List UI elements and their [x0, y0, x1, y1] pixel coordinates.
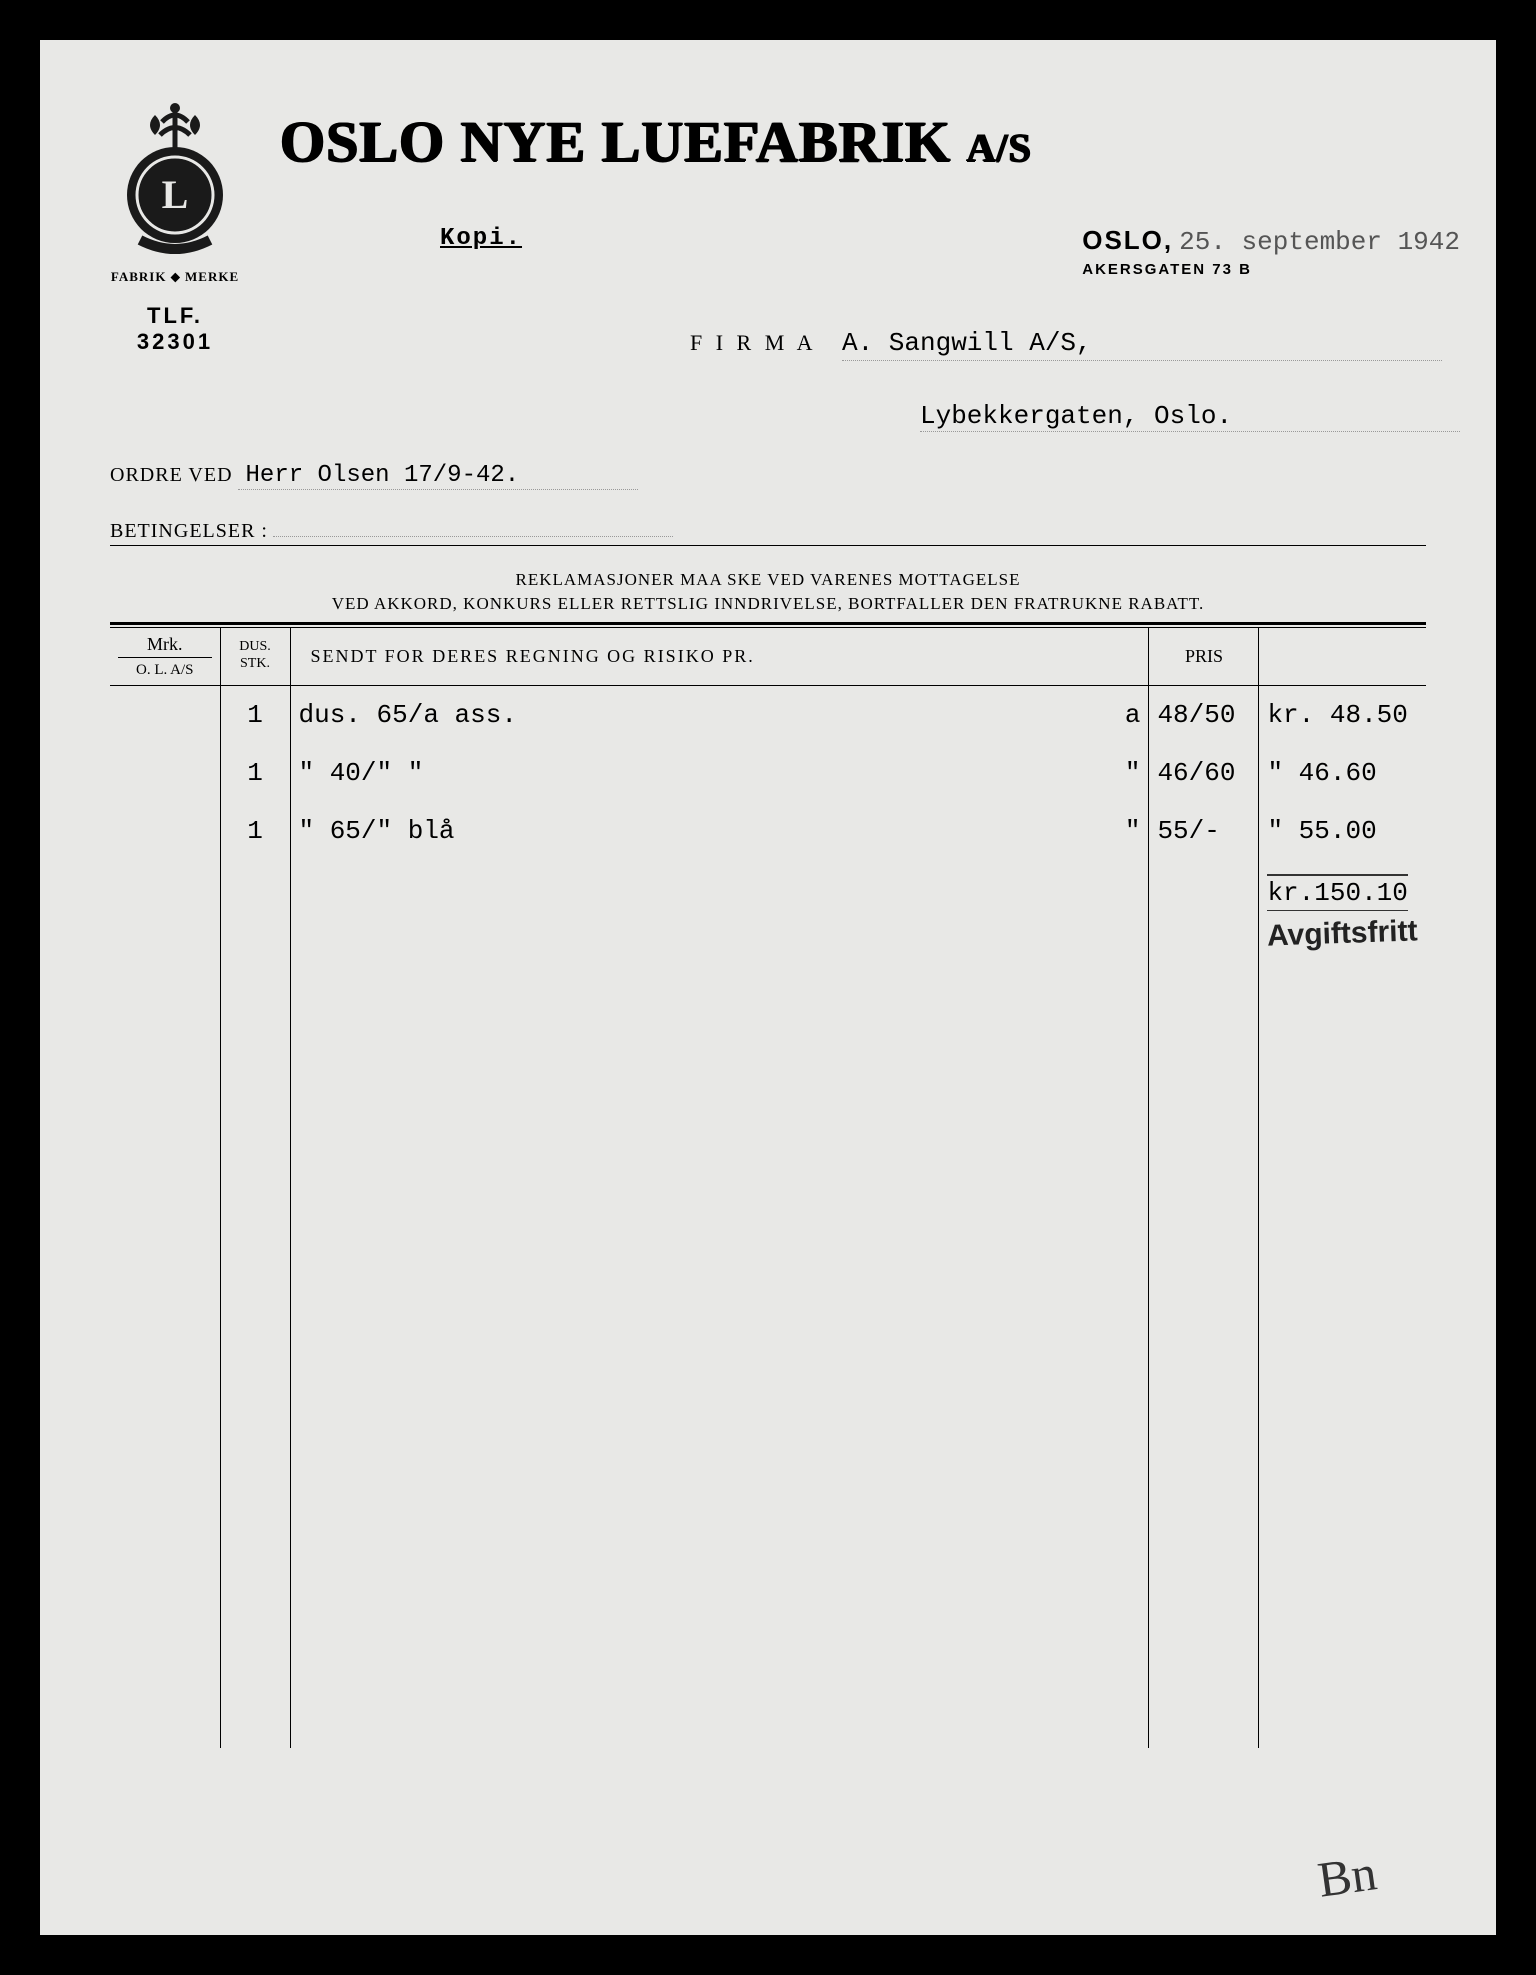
cell-desc: " 40/" " " — [290, 744, 1149, 802]
cell-amt: kr. 48.50 — [1259, 685, 1426, 744]
table-row: 1 " 40/" " " 46/60 " 46.60 — [110, 744, 1426, 802]
cell-mrk — [110, 685, 220, 744]
desc-text: " 65/" blå — [299, 816, 455, 846]
cell-pris — [1149, 965, 1259, 1748]
cell-qty: 1 — [220, 802, 290, 860]
order-row: ORDRE VED Herr Olsen 17/9-42. — [110, 462, 1426, 490]
fabrik-merke-label: FABRIK ⬥ MERKE — [110, 269, 240, 285]
address-value: Lybekkergaten, Oslo. — [920, 401, 1460, 432]
firma-value: A. Sangwill A/S, — [842, 328, 1442, 361]
header-amt — [1259, 628, 1426, 686]
total-row: kr.150.10 Avgiftsfritt — [110, 860, 1426, 965]
kopi-label: Kopi. — [440, 225, 522, 278]
cell-qty: 1 — [220, 685, 290, 744]
stk-text: STK. — [240, 656, 270, 671]
letterhead: L FABRIK ⬥ MERKE TLF. 32301 OSLO NYE LUE… — [110, 100, 1426, 432]
company-name: OSLO NYE LUEFABRIK — [280, 109, 951, 174]
cell-amt: " 55.00 — [1259, 802, 1426, 860]
cell-pris — [1149, 860, 1259, 965]
terms-label: BETINGELSER : — [110, 520, 268, 542]
date-block: OSLO, 25. september 1942 AKERSGATEN 73 B — [1082, 225, 1460, 278]
cell-pris: 46/60 — [1149, 744, 1259, 802]
cell-desc: " 65/" blå " — [290, 802, 1149, 860]
company-title: OSLO NYE LUEFABRIK A/S — [280, 108, 1460, 175]
logo-block: L FABRIK ⬥ MERKE TLF. 32301 — [110, 100, 240, 355]
cell-desc — [290, 860, 1149, 965]
tax-stamp: Avgiftsfritt — [1267, 914, 1419, 953]
order-label: ORDRE VED — [110, 464, 233, 486]
cell-desc — [290, 965, 1149, 1748]
notice-block: REKLAMASJONER MAA SKE VED VARENES MOTTAG… — [110, 568, 1426, 616]
cell-qty: 1 — [220, 744, 290, 802]
sub-header: Kopi. OSLO, 25. september 1942 AKERSGATE… — [280, 225, 1460, 278]
terms-row: BETINGELSER : — [110, 520, 1426, 543]
unit-text: a — [1125, 700, 1141, 730]
cell-total: kr.150.10 Avgiftsfritt — [1259, 860, 1426, 965]
city-label: OSLO, — [1082, 225, 1173, 255]
mrk-text: Mrk. — [147, 634, 183, 654]
header-desc: SENDT FOR DERES REGNING OG RISIKO PR. — [290, 628, 1149, 686]
date-text: 25. september 1942 — [1179, 227, 1460, 257]
order-value: Herr Olsen 17/9-42. — [238, 462, 638, 490]
header-dus: DUS. STK. — [220, 628, 290, 686]
mrk-sub-text: O. L. A/S — [118, 657, 212, 679]
street-label: AKERSGATEN 73 B — [1082, 261, 1460, 278]
unit-text: " — [1125, 758, 1141, 788]
filler-row — [110, 965, 1426, 1748]
cell-mrk — [110, 860, 220, 965]
cell-mrk — [110, 802, 220, 860]
telephone-label: TLF. 32301 — [110, 303, 240, 355]
firma-row: F I R M A A. Sangwill A/S, — [690, 328, 1460, 361]
invoice-body: Mrk. O. L. A/S DUS. STK. SENDT FOR DERES… — [110, 628, 1426, 1748]
divider-thick — [110, 622, 1426, 625]
invoice-table: Mrk. O. L. A/S DUS. STK. SENDT FOR DERES… — [110, 628, 1426, 1748]
caduceus-seal-icon: L — [110, 100, 240, 260]
terms-value — [273, 536, 673, 537]
notice-line1: REKLAMASJONER MAA SKE VED VARENES MOTTAG… — [110, 568, 1426, 592]
table-header-row: Mrk. O. L. A/S DUS. STK. SENDT FOR DERES… — [110, 628, 1426, 686]
cell-mrk — [110, 965, 220, 1748]
invoice-page: L FABRIK ⬥ MERKE TLF. 32301 OSLO NYE LUE… — [40, 40, 1496, 1935]
cell-dus — [220, 860, 290, 965]
cell-pris: 55/- — [1149, 802, 1259, 860]
desc-text: " 40/" " — [299, 758, 424, 788]
cell-dus — [220, 965, 290, 1748]
cell-mrk — [110, 744, 220, 802]
divider — [110, 545, 1426, 546]
table-row: 1 " 65/" blå " 55/- " 55.00 — [110, 802, 1426, 860]
notice-line2: VED AKKORD, KONKURS ELLER RETTSLIG INNDR… — [110, 592, 1426, 616]
header-mrk: Mrk. O. L. A/S — [110, 628, 220, 686]
total-amount: kr.150.10 — [1267, 874, 1407, 911]
table-row: 1 dus. 65/a ass. a 48/50 kr. 48.50 — [110, 685, 1426, 744]
cell-desc: dus. 65/a ass. a — [290, 685, 1149, 744]
header-pris: PRIS — [1149, 628, 1259, 686]
unit-text: " — [1125, 816, 1141, 846]
signature: Bn — [1314, 1843, 1380, 1909]
cell-amt — [1259, 965, 1426, 1748]
svg-text:L: L — [162, 172, 189, 217]
desc-text: dus. 65/a ass. — [299, 700, 517, 730]
company-suffix: A/S — [967, 125, 1032, 170]
dus-text: DUS. — [239, 639, 271, 654]
title-block: OSLO NYE LUEFABRIK A/S Kopi. OSLO, 25. s… — [280, 100, 1460, 432]
cell-amt: " 46.60 — [1259, 744, 1426, 802]
cell-pris: 48/50 — [1149, 685, 1259, 744]
firma-label: F I R M A — [690, 330, 816, 355]
